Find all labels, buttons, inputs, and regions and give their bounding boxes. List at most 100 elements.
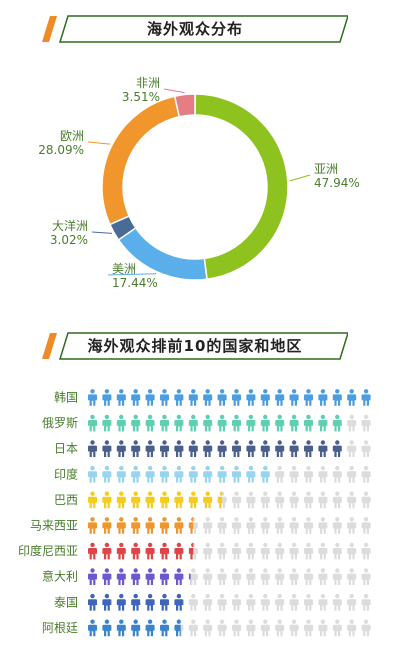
person-icon: [246, 440, 256, 457]
donut-slice-value-label: 28.09%: [38, 143, 84, 157]
category-label: 意大利: [42, 569, 78, 584]
donut-slice-label: 亚洲: [314, 162, 338, 176]
person-icon: [232, 517, 241, 534]
person-icon: [304, 619, 313, 637]
person-icon: [88, 568, 97, 585]
person-icon: [217, 593, 227, 611]
person-icon: [217, 491, 227, 509]
person-icon: [174, 619, 184, 637]
person-icon: [203, 593, 213, 611]
person-icon: [318, 414, 328, 432]
person-icon: [347, 542, 357, 560]
person-icon: [88, 491, 97, 509]
person-icon: [289, 517, 299, 534]
person-icon: [260, 465, 270, 483]
person-icon: [203, 465, 213, 483]
person-icon: [188, 619, 198, 637]
donut-leader-line-1: [107, 273, 157, 276]
person-icon: [160, 568, 169, 585]
person-icon: [318, 465, 328, 483]
category-label: 韩国: [54, 390, 78, 405]
person-icon: [275, 440, 285, 457]
person-icon: [260, 568, 270, 585]
person-icon: [145, 593, 155, 611]
person-icon: [332, 440, 342, 457]
donut-leader-line-2: [91, 231, 113, 234]
person-icon: [232, 491, 241, 509]
donut-slice-value-label: 17.44%: [112, 276, 158, 290]
person-icon: [260, 619, 270, 637]
person-icon: [203, 517, 213, 534]
person-icon: [275, 414, 285, 432]
person-icon: [304, 491, 313, 509]
person-icon: [174, 440, 184, 457]
person-icon: [246, 593, 256, 611]
person-icon: [203, 491, 213, 509]
person-icon: [318, 593, 328, 611]
donut-slice-value-label: 3.02%: [50, 233, 88, 247]
person-icon: [232, 465, 241, 483]
person-icon: [116, 517, 126, 534]
person-icon: [188, 465, 198, 483]
section-title-top-countries: 海外观众排前10的国家和地区: [87, 337, 303, 355]
person-icon: [145, 619, 155, 637]
person-icon: [232, 389, 241, 406]
person-icon: [102, 440, 112, 457]
person-icon: [160, 517, 169, 534]
person-icon: [160, 465, 169, 483]
person-icon: [131, 414, 141, 432]
person-icon: [232, 440, 241, 457]
banner-decoration: [42, 332, 348, 360]
person-icon: [102, 491, 112, 509]
person-icon: [174, 542, 184, 560]
person-icon: [160, 440, 169, 457]
person-icon: [203, 542, 213, 560]
person-icon: [188, 568, 198, 585]
category-label: 阿根廷: [42, 621, 78, 635]
person-icon: [188, 542, 198, 560]
person-icon: [260, 389, 270, 406]
donut-slice-label: 美洲: [112, 262, 136, 276]
banner-top-countries: 海外观众排前10的国家和地区: [42, 331, 348, 361]
person-icon: [289, 542, 299, 560]
person-icon: [145, 465, 155, 483]
person-icon: [232, 568, 241, 585]
donut-slice-label: 非洲: [136, 76, 160, 90]
person-icon: [145, 389, 155, 406]
person-icon: [232, 414, 241, 432]
donut-slice-value-label: 3.51%: [122, 90, 160, 104]
person-icon: [347, 593, 357, 611]
person-icon: [361, 619, 371, 637]
person-icon: [116, 389, 126, 406]
person-icon: [318, 491, 328, 509]
person-icon: [232, 593, 241, 611]
person-icon: [289, 568, 299, 585]
person-icon: [246, 414, 256, 432]
person-icon: [232, 542, 241, 560]
person-icon: [332, 389, 342, 406]
category-label: 印度: [54, 466, 78, 481]
person-icon: [332, 568, 342, 585]
person-icon: [260, 440, 270, 457]
person-icon: [160, 491, 169, 509]
person-icon: [160, 389, 169, 406]
person-icon: [361, 568, 371, 585]
person-icon: [347, 491, 357, 509]
person-icon: [188, 517, 198, 534]
person-icon: [116, 465, 126, 483]
person-icon: [275, 568, 285, 585]
person-icon: [275, 593, 285, 611]
donut-leader-line-0: [289, 174, 311, 182]
person-icon: [275, 542, 285, 560]
person-icon: [131, 542, 141, 560]
person-icon: [275, 619, 285, 637]
person-icon: [188, 593, 198, 611]
category-label: 马来西亚: [30, 519, 78, 533]
person-icon: [260, 491, 270, 509]
person-icon: [188, 491, 198, 509]
person-icon: [246, 517, 256, 534]
person-icon: [203, 568, 213, 585]
person-icon: [88, 389, 97, 406]
person-icon: [304, 440, 313, 457]
person-icon: [304, 568, 313, 585]
